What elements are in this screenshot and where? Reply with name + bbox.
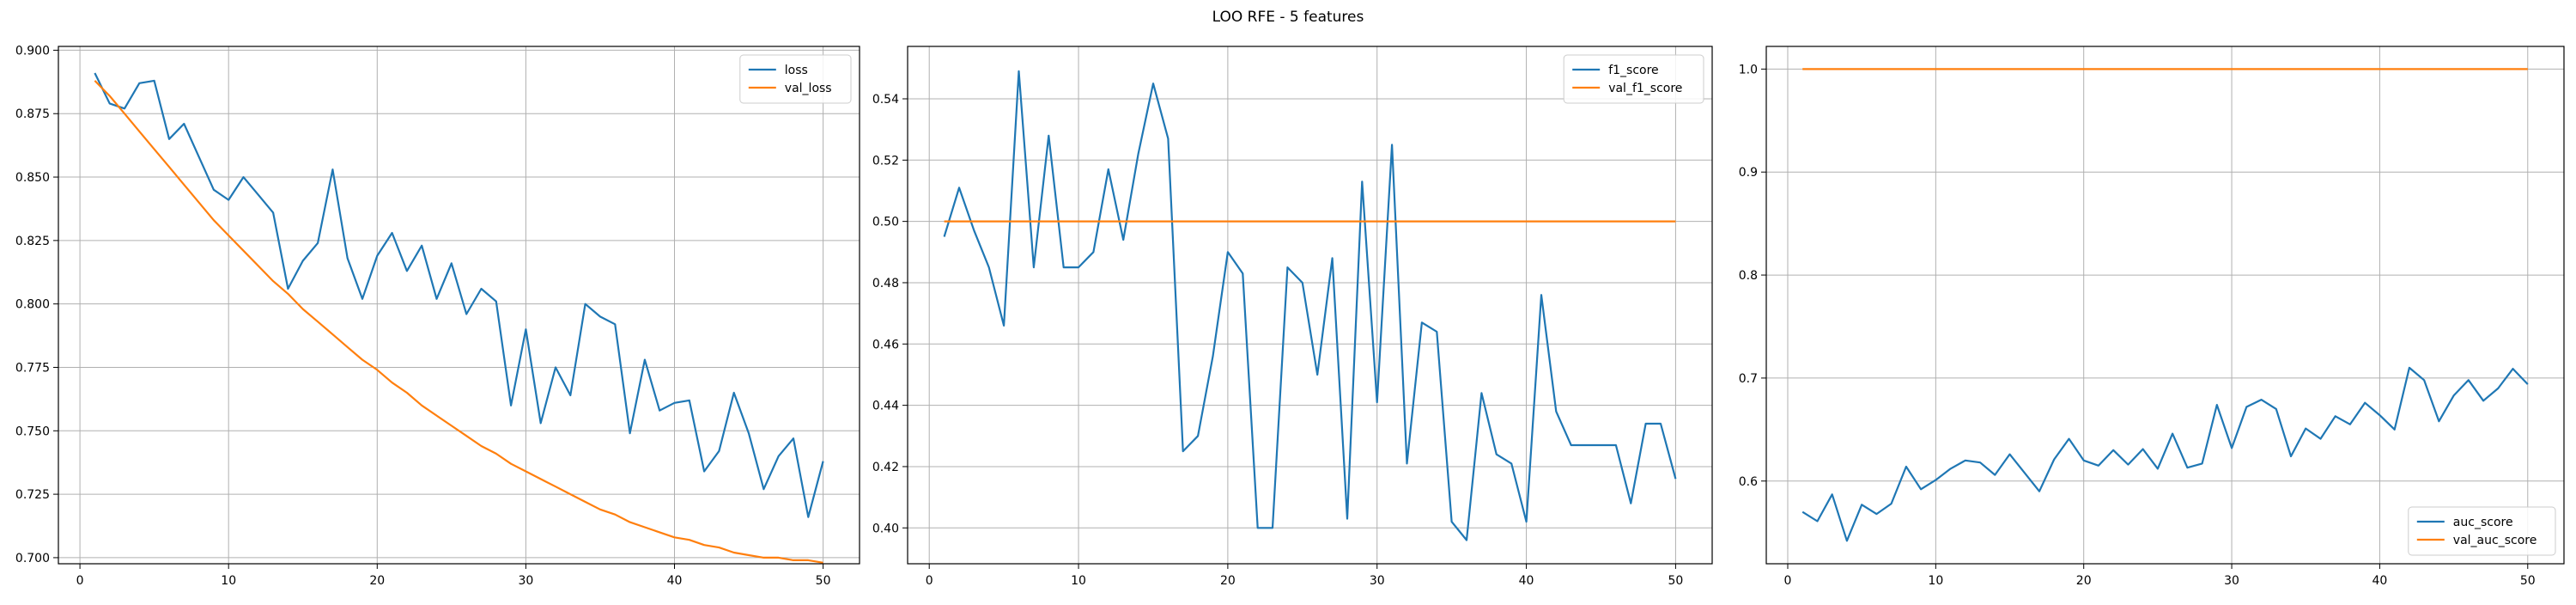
y-tick-label: 0.875 — [15, 107, 50, 121]
x-tick-label: 30 — [1370, 574, 1385, 588]
y-tick-label: 0.775 — [15, 361, 50, 375]
x-tick-label: 10 — [221, 574, 236, 588]
x-tick-label: 0 — [76, 574, 84, 588]
legend-box — [1563, 54, 1704, 104]
x-tick-label: 40 — [667, 574, 683, 588]
legend-label-val_auc_score: val_auc_score — [2453, 534, 2537, 547]
legend-box — [2408, 506, 2556, 556]
x-tick-label: 0 — [1784, 574, 1792, 588]
y-tick-label: 1.0 — [1739, 63, 1758, 76]
y-tick-label: 0.800 — [15, 298, 50, 312]
y-tick-label: 0.825 — [15, 235, 50, 248]
y-tick-label: 0.750 — [15, 425, 50, 438]
legend-label-val_loss: val_loss — [785, 82, 832, 95]
x-tick-label: 20 — [1220, 574, 1236, 588]
x-tick-label: 30 — [518, 574, 533, 588]
legend-label-f1_score: f1_score — [1608, 64, 1658, 77]
axes-frame — [58, 46, 860, 565]
legend: loss val_loss — [739, 54, 852, 104]
chart-panel-1: 0 10 20 30 40 50 0.700 0.725 0.750 0.775 0.800 0.82… — [15, 44, 860, 588]
x-tick-label: 20 — [369, 574, 385, 588]
y-tick-label: 0.44 — [872, 400, 899, 413]
y-tick-label: 0.52 — [872, 154, 899, 168]
legend-label-auc_score: auc_score — [2453, 516, 2513, 529]
series-line-val_loss — [94, 80, 823, 564]
y-tick-label: 0.54 — [872, 93, 899, 107]
legend: auc_score val_auc_score — [2408, 506, 2556, 556]
figure-title: LOO RFE - 5 features — [1212, 9, 1364, 26]
y-tick-label: 0.8 — [1739, 269, 1758, 283]
legend-label-loss: loss — [785, 64, 808, 77]
y-tick-label: 0.42 — [872, 461, 899, 474]
axes-frame — [1765, 46, 2565, 565]
y-tick-label: 0.850 — [15, 171, 50, 185]
x-tick-label: 0 — [926, 574, 933, 588]
chart-panel-3: 0 10 20 30 40 50 0.6 0.7 0.8 0.9 1.0 auc_score val_a… — [1739, 46, 2565, 588]
y-tick-label: 0.48 — [872, 277, 899, 290]
y-tick-label: 0.700 — [15, 552, 50, 565]
x-tick-label: 10 — [1928, 574, 1943, 588]
x-tick-label: 50 — [1668, 574, 1683, 588]
legend-box — [739, 54, 852, 104]
y-tick-label: 0.7 — [1739, 372, 1758, 386]
x-tick-label: 30 — [2224, 574, 2239, 588]
y-tick-label: 0.40 — [872, 522, 899, 535]
x-tick-label: 50 — [816, 574, 831, 588]
x-tick-label: 40 — [1519, 574, 1534, 588]
legend: f1_score val_f1_score — [1563, 54, 1704, 104]
y-tick-label: 0.725 — [15, 488, 50, 502]
chart-panel-2: 0 10 20 30 40 50 0.40 0.42 0.44 0.46 0.48 0.50 0.52 0… — [872, 46, 1713, 588]
x-tick-label: 10 — [1071, 574, 1086, 588]
series-line-loss — [94, 72, 824, 518]
y-tick-label: 0.6 — [1739, 475, 1758, 489]
y-tick-label: 0.9 — [1739, 166, 1758, 180]
y-tick-label: 0.46 — [872, 338, 899, 351]
y-tick-label: 0.900 — [15, 44, 50, 58]
y-tick-label: 0.50 — [872, 216, 899, 229]
x-tick-label: 50 — [2520, 574, 2536, 588]
series-line-f1_score — [943, 70, 1677, 541]
series-line-auc_score — [1801, 366, 2529, 542]
legend-label-val_f1_score: val_f1_score — [1608, 82, 1682, 95]
x-tick-label: 20 — [2076, 574, 2092, 588]
axes-frame — [907, 46, 1713, 565]
x-tick-label: 40 — [2372, 574, 2388, 588]
